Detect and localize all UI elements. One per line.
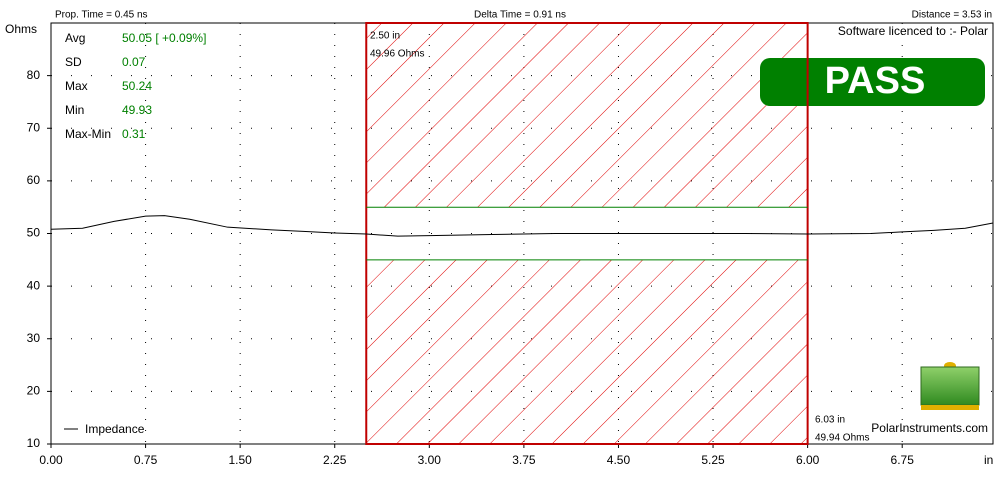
x-tick-label: 6.75 (891, 453, 915, 467)
cursor-position: 6.03 in (815, 415, 845, 426)
limit-box (365, 22, 809, 445)
website: PolarInstruments.com (871, 421, 988, 435)
stat-value: 0.31 (122, 127, 146, 141)
cursor-reading: 49.94 Ohms (815, 433, 869, 444)
y-tick-label: 60 (27, 173, 41, 187)
prop-time: Prop. Time = 0.45 ns (55, 10, 148, 21)
stat-value: 49.93 (122, 103, 152, 117)
x-axis-label: in (984, 453, 993, 467)
x-tick-label: 1.50 (228, 453, 252, 467)
stat-value: 50.05 [ +0.09%] (122, 31, 206, 45)
delta-time: Delta Time = 0.91 ns (474, 10, 566, 21)
stat-value: 50.24 (122, 79, 152, 93)
stat-label: SD (65, 55, 82, 69)
y-tick-label: 10 (27, 436, 41, 450)
x-tick-label: 5.25 (701, 453, 725, 467)
distance: Distance = 3.53 in (912, 10, 992, 21)
lower-fail-zone (366, 259, 808, 444)
y-axis-label: Ohms (5, 22, 37, 36)
stat-value: 0.07 (122, 55, 146, 69)
cursor-reading: 49.96 Ohms (370, 49, 424, 60)
x-tick-label: 0.75 (134, 453, 158, 467)
stat-label: Max (65, 79, 88, 93)
stat-label: Max-Min (65, 127, 111, 141)
y-tick-label: 80 (27, 68, 41, 82)
stat-label: Min (65, 103, 84, 117)
license: Software licenced to :- Polar (838, 24, 988, 38)
y-tick-label: 30 (27, 331, 41, 345)
y-tick-label: 40 (27, 278, 41, 292)
x-tick-label: 3.75 (512, 453, 536, 467)
upper-fail-zone (366, 23, 808, 208)
x-tick-label: 6.00 (796, 453, 820, 467)
y-tick-label: 70 (27, 120, 41, 134)
legend-label: Impedance (85, 422, 145, 436)
x-tick-label: 0.00 (39, 453, 63, 467)
limit-zones (366, 23, 808, 444)
x-tick-label: 2.25 (323, 453, 347, 467)
y-tick-label: 20 (27, 384, 41, 398)
status: PASS (825, 60, 926, 102)
polar-icon (920, 362, 980, 410)
x-tick-label: 4.50 (607, 453, 631, 467)
cursor-position: 2.50 in (370, 31, 400, 42)
x-tick-label: 3.00 (418, 453, 442, 467)
y-tick-label: 50 (27, 226, 41, 240)
impedance-line (50, 215, 994, 237)
pass-badge (760, 58, 985, 106)
stat-label: Avg (65, 31, 85, 45)
